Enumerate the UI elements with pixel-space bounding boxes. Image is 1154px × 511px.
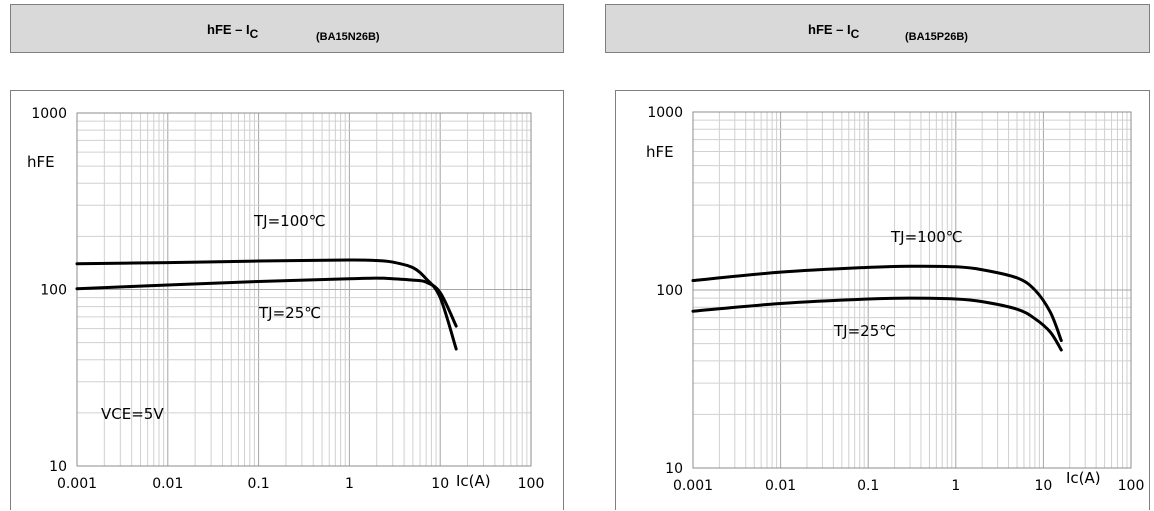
y-tick-label: 1000 (647, 105, 683, 121)
y-tick-label: 10 (665, 461, 683, 477)
x-tick-label: 0.01 (765, 478, 796, 494)
annotation-tj100: TJ=100℃ (890, 228, 963, 246)
chart-svg-1: 0.001 0.01 0.1 1 10 100 1000 100 10 hFE Ic(A) TJ=10… (27, 106, 545, 492)
x-tick-label: 0.1 (857, 478, 879, 494)
x-axis-label: Ic(A) (456, 472, 491, 490)
y-tick-label: 100 (656, 283, 683, 299)
y-axis-label: hFE (646, 143, 674, 161)
plot-area-border (692, 111, 1132, 469)
chart-panel-1: 0.001 0.01 0.1 1 10 100 1000 100 10 hFE Ic(A) TJ=10… (10, 90, 564, 510)
x-tick-label: 100 (1118, 478, 1145, 494)
chart-title-box-2: hFE – IC (BA15P26B) (605, 4, 1150, 53)
series-line-tj25 (75, 276, 458, 328)
annotation-vce: VCE=5V (101, 405, 164, 423)
chart-title-1: hFE – IC (207, 22, 258, 41)
y-tick-label: 1000 (31, 106, 67, 122)
series-line-tj100 (691, 264, 1063, 343)
chart-title-2: hFE – IC (808, 22, 859, 41)
y-tick-label: 100 (40, 283, 67, 299)
chart-title-subscript-2: C (850, 27, 860, 41)
x-tick-label: 0.01 (152, 476, 183, 492)
x-tick-label: 10 (1034, 478, 1052, 494)
x-tick-label: 0.001 (673, 478, 713, 494)
chart-title-text-1: hFE – I (207, 22, 250, 37)
series-line-tj25 (691, 296, 1063, 352)
chart-svg-2: 0.001 0.01 0.1 1 10 100 1000 100 10 hFE Ic(A) TJ=10… (646, 105, 1145, 494)
annotation-tj100: TJ=100℃ (253, 212, 326, 230)
annotation-tj25: TJ=25℃ (833, 322, 896, 340)
annotation-tj25: TJ=25℃ (258, 304, 321, 322)
chart-title-box-1: hFE – IC (BA15N26B) (10, 4, 564, 53)
x-tick-label: 10 (431, 476, 449, 492)
x-axis-label: Ic(A) (1066, 469, 1101, 487)
x-tick-label: 1 (951, 478, 960, 494)
y-tick-label: 10 (49, 459, 67, 475)
x-tick-label: 0.001 (57, 476, 97, 492)
x-tick-label: 0.1 (247, 476, 269, 492)
chart-title-subscript-1: C (249, 27, 259, 41)
chart-part-number-1: (BA15N26B) (316, 31, 380, 43)
x-tick-label: 1 (345, 476, 354, 492)
x-tick-label: 100 (518, 476, 545, 492)
y-axis-label: hFE (27, 153, 55, 171)
chart-panel-2: 0.001 0.01 0.1 1 10 100 1000 100 10 hFE Ic(A) TJ=10… (615, 90, 1150, 510)
chart-title-text-2: hFE – I (808, 22, 851, 37)
chart-part-number-2: (BA15P26B) (905, 31, 968, 43)
